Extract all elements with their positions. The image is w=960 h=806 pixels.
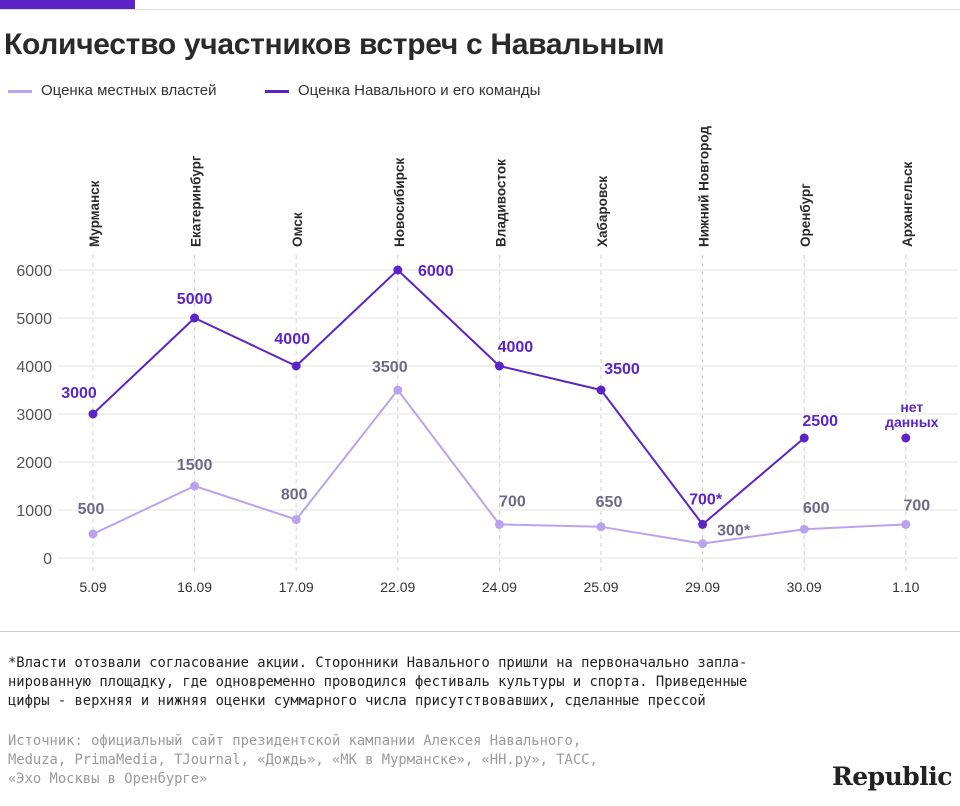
data-point — [291, 515, 301, 525]
data-label: 3500 — [372, 359, 408, 376]
data-point-no-data — [901, 433, 911, 443]
data-label: 700 — [903, 497, 930, 514]
x-tick-label: 1.10 — [892, 579, 919, 595]
data-label-line: данных — [885, 414, 939, 430]
data-label: 600 — [803, 500, 830, 517]
city-label: Мурманск — [87, 180, 102, 247]
x-tick-label: 22.09 — [380, 579, 415, 595]
data-label: 3500 — [604, 361, 640, 378]
y-tick-label: 4000 — [16, 359, 52, 376]
data-point — [799, 433, 809, 443]
y-tick-label: 1000 — [16, 503, 52, 520]
y-tick-label: 3000 — [16, 407, 52, 424]
data-label: 2500 — [802, 413, 838, 430]
x-tick-label: 16.09 — [177, 579, 212, 595]
data-label: 650 — [596, 494, 623, 511]
y-tick-label: 5000 — [16, 311, 52, 328]
x-tick-label: 24.09 — [482, 579, 517, 595]
republic-logo: Republic — [831, 762, 953, 791]
data-label: 5000 — [177, 291, 213, 308]
y-tick-label: 0 — [43, 551, 52, 568]
series-line — [92, 269, 805, 526]
data-point — [596, 522, 606, 532]
data-point — [88, 409, 98, 419]
source-note: Источник: официальный сайт президентской… — [8, 733, 598, 787]
data-label: 500 — [78, 501, 105, 518]
city-label: Владивосток — [493, 159, 508, 247]
legend-swatch-local-authorities — [8, 90, 32, 93]
city-label: Хабаровск — [595, 176, 610, 247]
chart-title: Количество участников встреч с Навальным — [4, 28, 665, 61]
data-label: 700 — [499, 493, 526, 510]
data-point — [494, 361, 504, 371]
data-point — [698, 519, 708, 529]
data-point — [190, 481, 200, 491]
data-label: 800 — [281, 487, 308, 504]
data-label: нет данных — [885, 399, 939, 430]
data-point — [88, 529, 98, 539]
y-tick-label: 2000 — [16, 455, 52, 472]
data-label: 4000 — [498, 339, 534, 356]
data-point — [190, 313, 200, 323]
data-label: 3000 — [61, 385, 97, 402]
data-point — [291, 361, 301, 371]
x-tick-label: 17.09 — [279, 579, 314, 595]
city-label: Екатеринбург — [189, 155, 204, 247]
data-point — [393, 265, 403, 275]
x-tick-label: 30.09 — [787, 579, 822, 595]
data-label-line: нет — [900, 399, 923, 415]
footnote: *Власти отозвали согласование акции. Сто… — [8, 655, 748, 709]
data-point — [494, 519, 504, 529]
x-tick-label: 29.09 — [685, 579, 720, 595]
legend-label-local-authorities: Оценка местных властей — [41, 82, 217, 99]
city-label: Омск — [290, 212, 305, 247]
data-label: 700* — [689, 491, 723, 508]
city-label: Архангельск — [900, 161, 915, 247]
data-point — [901, 519, 911, 529]
data-label: 6000 — [418, 263, 454, 280]
data-label: 300* — [717, 523, 751, 540]
data-point — [393, 385, 403, 395]
data-point — [799, 524, 809, 534]
data-label: 4000 — [274, 331, 310, 348]
x-tick-label: 25.09 — [583, 579, 618, 595]
city-label: Новосибирск — [392, 158, 407, 247]
top-divider — [0, 9, 960, 10]
data-label: 1500 — [177, 457, 213, 474]
data-point — [596, 385, 606, 395]
data-point — [698, 539, 708, 549]
footer-divider — [0, 631, 960, 632]
legend-label-navalny-team: Оценка Навального и его команды — [298, 82, 541, 99]
city-label: Оренбург — [798, 183, 813, 247]
y-tick-label: 6000 — [16, 263, 52, 280]
city-label: Нижний Новгород — [697, 126, 712, 247]
top-accent-bar — [0, 0, 135, 10]
x-tick-label: 5.09 — [79, 579, 106, 595]
line-chart: 0 1000 2000 3000 4000 5000 6000 Мурманск 5.09 Ека… — [16, 126, 958, 595]
legend-swatch-navalny-team — [265, 90, 289, 93]
